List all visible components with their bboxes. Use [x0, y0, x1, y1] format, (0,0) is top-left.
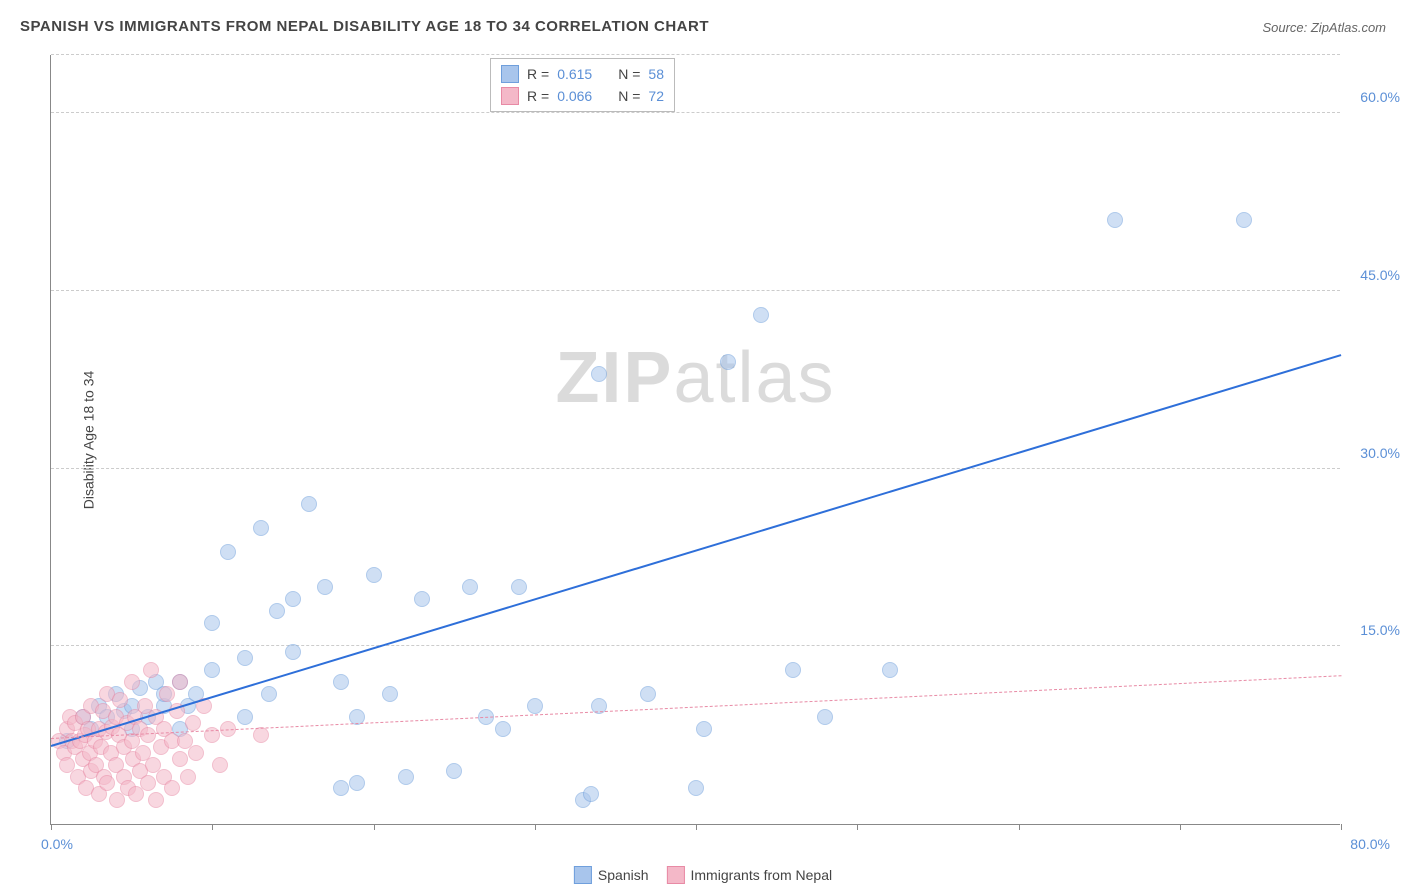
n-value: 58 — [648, 66, 664, 82]
data-point — [237, 650, 253, 666]
data-point — [261, 686, 277, 702]
data-point — [148, 792, 164, 808]
data-point — [511, 579, 527, 595]
data-point — [349, 775, 365, 791]
y-tick-label: 45.0% — [1360, 267, 1400, 283]
data-point — [112, 692, 128, 708]
legend-swatch — [501, 65, 519, 83]
legend-series-label: Spanish — [598, 867, 649, 883]
legend-swatch — [667, 866, 685, 884]
data-point — [688, 780, 704, 796]
data-point — [1236, 212, 1252, 228]
data-point — [446, 763, 462, 779]
data-point — [398, 769, 414, 785]
data-point — [269, 603, 285, 619]
data-point — [212, 757, 228, 773]
data-point — [140, 775, 156, 791]
y-tick-label: 60.0% — [1360, 89, 1400, 105]
x-tick — [696, 824, 697, 830]
data-point — [253, 520, 269, 536]
data-point — [382, 686, 398, 702]
data-point — [185, 715, 201, 731]
n-label: N = — [618, 66, 640, 82]
data-point — [143, 662, 159, 678]
x-tick — [51, 824, 52, 830]
data-point — [124, 674, 140, 690]
x-tick — [1019, 824, 1020, 830]
data-point — [720, 354, 736, 370]
data-point — [414, 591, 430, 607]
gridline — [51, 54, 1340, 55]
legend-correlation-row: R = 0.066 N = 72 — [501, 85, 664, 107]
plot-area: Disability Age 18 to 34 0.0% 80.0% ZIPat… — [50, 55, 1340, 825]
data-point — [220, 544, 236, 560]
data-point — [640, 686, 656, 702]
legend-series-item: Immigrants from Nepal — [667, 866, 833, 884]
data-point — [696, 721, 712, 737]
r-label: R = — [527, 66, 549, 82]
data-point — [583, 786, 599, 802]
gridline — [51, 645, 1340, 646]
x-axis-min-label: 0.0% — [41, 836, 73, 852]
legend-series-item: Spanish — [574, 866, 649, 884]
data-point — [301, 496, 317, 512]
data-point — [172, 751, 188, 767]
n-label: N = — [618, 88, 640, 104]
data-point — [366, 567, 382, 583]
gridline — [51, 468, 1340, 469]
x-axis-max-label: 80.0% — [1350, 836, 1390, 852]
x-tick — [212, 824, 213, 830]
data-point — [159, 686, 175, 702]
legend-correlation-row: R = 0.615 N = 58 — [501, 63, 664, 85]
data-point — [99, 775, 115, 791]
r-value: 0.066 — [557, 88, 592, 104]
legend-swatch — [501, 87, 519, 105]
data-point — [253, 727, 269, 743]
data-point — [333, 780, 349, 796]
legend-swatch — [574, 866, 592, 884]
data-point — [180, 769, 196, 785]
y-tick-label: 30.0% — [1360, 445, 1400, 461]
data-point — [527, 698, 543, 714]
data-point — [285, 644, 301, 660]
x-tick — [374, 824, 375, 830]
data-point — [237, 709, 253, 725]
trend-line — [51, 354, 1342, 747]
series-legend: Spanish Immigrants from Nepal — [574, 866, 832, 884]
y-axis-label: Disability Age 18 to 34 — [80, 370, 96, 509]
x-tick — [1341, 824, 1342, 830]
x-tick — [1180, 824, 1181, 830]
n-value: 72 — [648, 88, 664, 104]
data-point — [882, 662, 898, 678]
data-point — [817, 709, 833, 725]
correlation-legend: R = 0.615 N = 58 R = 0.066 N = 72 — [490, 58, 675, 112]
gridline — [51, 290, 1340, 291]
source-label: Source: ZipAtlas.com — [1262, 20, 1386, 35]
chart-title: SPANISH VS IMMIGRANTS FROM NEPAL DISABIL… — [20, 18, 709, 35]
data-point — [140, 727, 156, 743]
legend-series-label: Immigrants from Nepal — [691, 867, 833, 883]
data-point — [1107, 212, 1123, 228]
data-point — [164, 780, 180, 796]
x-tick — [857, 824, 858, 830]
x-tick — [535, 824, 536, 830]
data-point — [753, 307, 769, 323]
data-point — [285, 591, 301, 607]
data-point — [188, 745, 204, 761]
r-value: 0.615 — [557, 66, 592, 82]
y-tick-label: 15.0% — [1360, 622, 1400, 638]
data-point — [204, 662, 220, 678]
data-point — [204, 615, 220, 631]
data-point — [172, 674, 188, 690]
data-point — [333, 674, 349, 690]
data-point — [785, 662, 801, 678]
data-point — [591, 366, 607, 382]
data-point — [495, 721, 511, 737]
data-point — [317, 579, 333, 595]
r-label: R = — [527, 88, 549, 104]
data-point — [462, 579, 478, 595]
gridline — [51, 112, 1340, 113]
